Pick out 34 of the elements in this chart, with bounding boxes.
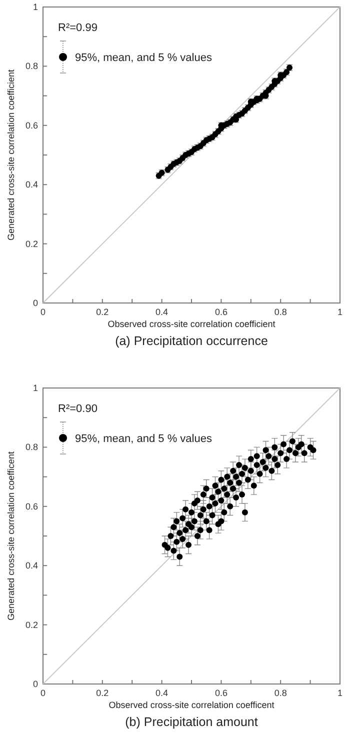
- x-tick-label: 1: [337, 307, 343, 317]
- y-tick-label: 0: [32, 679, 38, 689]
- x-tick-label: 0.6: [214, 307, 228, 317]
- text: (b) Precipitation amount: [125, 715, 258, 729]
- text: (a) Precipitation occurrence: [115, 334, 268, 348]
- x-tick-label: 0.2: [96, 307, 109, 317]
- y-tick-label: 1: [32, 2, 38, 12]
- x-tick-label: 0.4: [156, 688, 168, 698]
- x-axis-title: Observed cross-site correlation coefficient: [108, 319, 276, 329]
- x-tick-label: 0.6: [214, 688, 228, 698]
- y-tick-label: 0.2: [25, 620, 38, 630]
- y-tick-label: 0.6: [25, 501, 38, 512]
- y-tick-label: 1: [32, 383, 38, 393]
- y-tick-label: 0.8: [25, 442, 38, 452]
- x-tick-label: 0.8: [274, 307, 287, 317]
- x-tick-label: 0.4: [156, 307, 168, 317]
- y-tick-label: 0.6: [25, 120, 38, 130]
- y-tick-label: 0.2: [25, 238, 38, 249]
- legend-label: 95%, mean, and 5 % values: [75, 52, 212, 64]
- x-tick-label: 0: [40, 307, 46, 317]
- x-tick-label: 0.8: [274, 688, 287, 698]
- x-axis-title: Observed cross-site correlation coefficent: [108, 700, 275, 710]
- legend-label: 95%, mean, and 5 % values: [75, 433, 212, 445]
- y-axis-title: Generated cross-site correlation coefficent: [6, 451, 16, 620]
- y-axis-title: Generated cross-site correlation coefficient: [6, 69, 16, 240]
- x-tick-label: 0: [40, 688, 46, 698]
- y-tick-label: 0.4: [25, 180, 38, 190]
- annotation: R²=0.99: [58, 22, 98, 34]
- y-tick-label: 0.8: [25, 61, 38, 72]
- annotation: R²=0.90: [58, 403, 98, 415]
- y-tick-label: 0: [32, 298, 38, 308]
- x-tick-label: 1: [337, 688, 343, 698]
- y-tick-label: 0.4: [25, 560, 38, 571]
- x-tick-label: 0.2: [96, 688, 109, 698]
